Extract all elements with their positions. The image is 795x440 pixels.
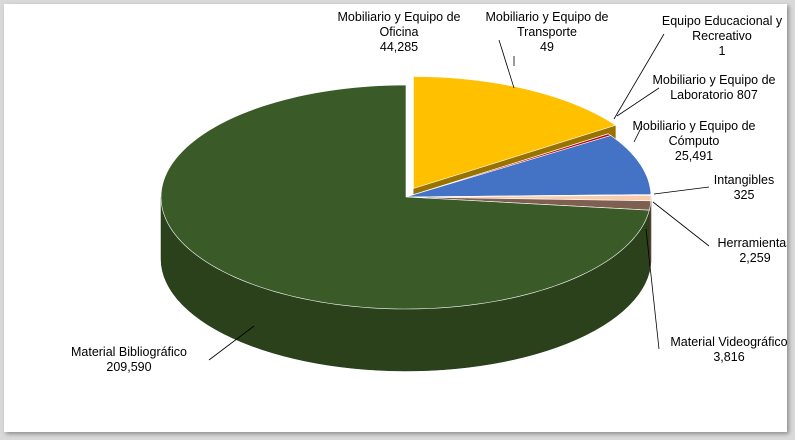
pie-chart: Mobiliario y Equipo de Oficina 44,285Mobil… xyxy=(71,10,787,374)
pie-slice-9 xyxy=(160,84,650,310)
data-label-3: Equipo Educacional y Recreativo 1 xyxy=(662,14,783,58)
data-label-5: Mobiliario y Equipo de Cómputo 25,491 xyxy=(633,119,756,163)
data-label-4-line-1: Mobiliario y Equipo de xyxy=(653,73,776,87)
data-label-3-line-2: Recreativo xyxy=(692,29,752,43)
data-label-3-line-1: Equipo Educacional y xyxy=(662,14,783,28)
data-label-8-line-2: 3,816 xyxy=(713,350,744,364)
leader-line-3 xyxy=(613,33,665,120)
data-label-9-line-2: 209,590 xyxy=(106,360,151,374)
pie-slice-1 xyxy=(413,76,617,189)
leader-line-4 xyxy=(616,87,660,117)
data-label-6-line-2: 325 xyxy=(734,188,755,202)
data-label-6: Intangibles 325 xyxy=(714,173,774,202)
data-label-1-line-1: Mobiliario y Equipo de xyxy=(338,10,461,24)
data-label-1-line-2: Oficina xyxy=(380,25,419,39)
data-label-1-line-3: 44,285 xyxy=(380,40,418,54)
leader-line-5 xyxy=(633,125,643,143)
data-label-5-line-2: Cómputo xyxy=(669,134,720,148)
data-label-8: Material Videográfico 3,816 xyxy=(670,335,787,364)
data-label-5-line-1: Mobiliario y Equipo de xyxy=(633,119,756,133)
data-label-7: Herramientas 2,259 xyxy=(717,236,787,265)
chart-frame: Mobiliario y Equipo de Oficina 44,285 Mobil… xyxy=(4,4,787,432)
pie-slice-5 xyxy=(405,135,652,198)
data-label-9: Material Bibliográfico 209,590 xyxy=(71,345,187,374)
data-label-5-line-3: 25,491 xyxy=(675,149,713,163)
leader-line-7 xyxy=(652,201,710,247)
data-label-2: Mobiliario y Equipo de Transporte 49 xyxy=(486,10,609,54)
leader-line-8 xyxy=(645,228,660,350)
data-label-4: Mobiliario y Equipo de Laboratorio 807 xyxy=(653,73,776,102)
data-label-3-line-3: 1 xyxy=(719,44,726,58)
data-label-7-line-1: Herramientas xyxy=(717,236,787,250)
data-label-2-line-1: Mobiliario y Equipo de xyxy=(486,10,609,24)
data-label-4-line-2: Laboratorio 807 xyxy=(670,88,758,102)
data-label-2-line-3: 49 xyxy=(540,40,554,54)
leader-line-2 xyxy=(498,39,515,89)
data-label-6-line-1: Intangibles xyxy=(714,173,774,187)
data-label-7-line-2: 2,259 xyxy=(739,251,770,265)
data-label-8-line-1: Material Videográfico xyxy=(670,335,787,349)
data-label-9-line-1: Material Bibliográfico xyxy=(71,345,187,359)
data-labels: Mobiliario y Equipo de Oficina 44,285Mobil… xyxy=(71,10,787,374)
data-label-1: Mobiliario y Equipo de Oficina 44,285 xyxy=(338,10,461,54)
leader-line-9 xyxy=(208,325,255,361)
pie-top-faces xyxy=(160,76,652,310)
data-label-2-line-2: Transporte xyxy=(517,25,577,39)
leader-line-6 xyxy=(653,186,710,195)
